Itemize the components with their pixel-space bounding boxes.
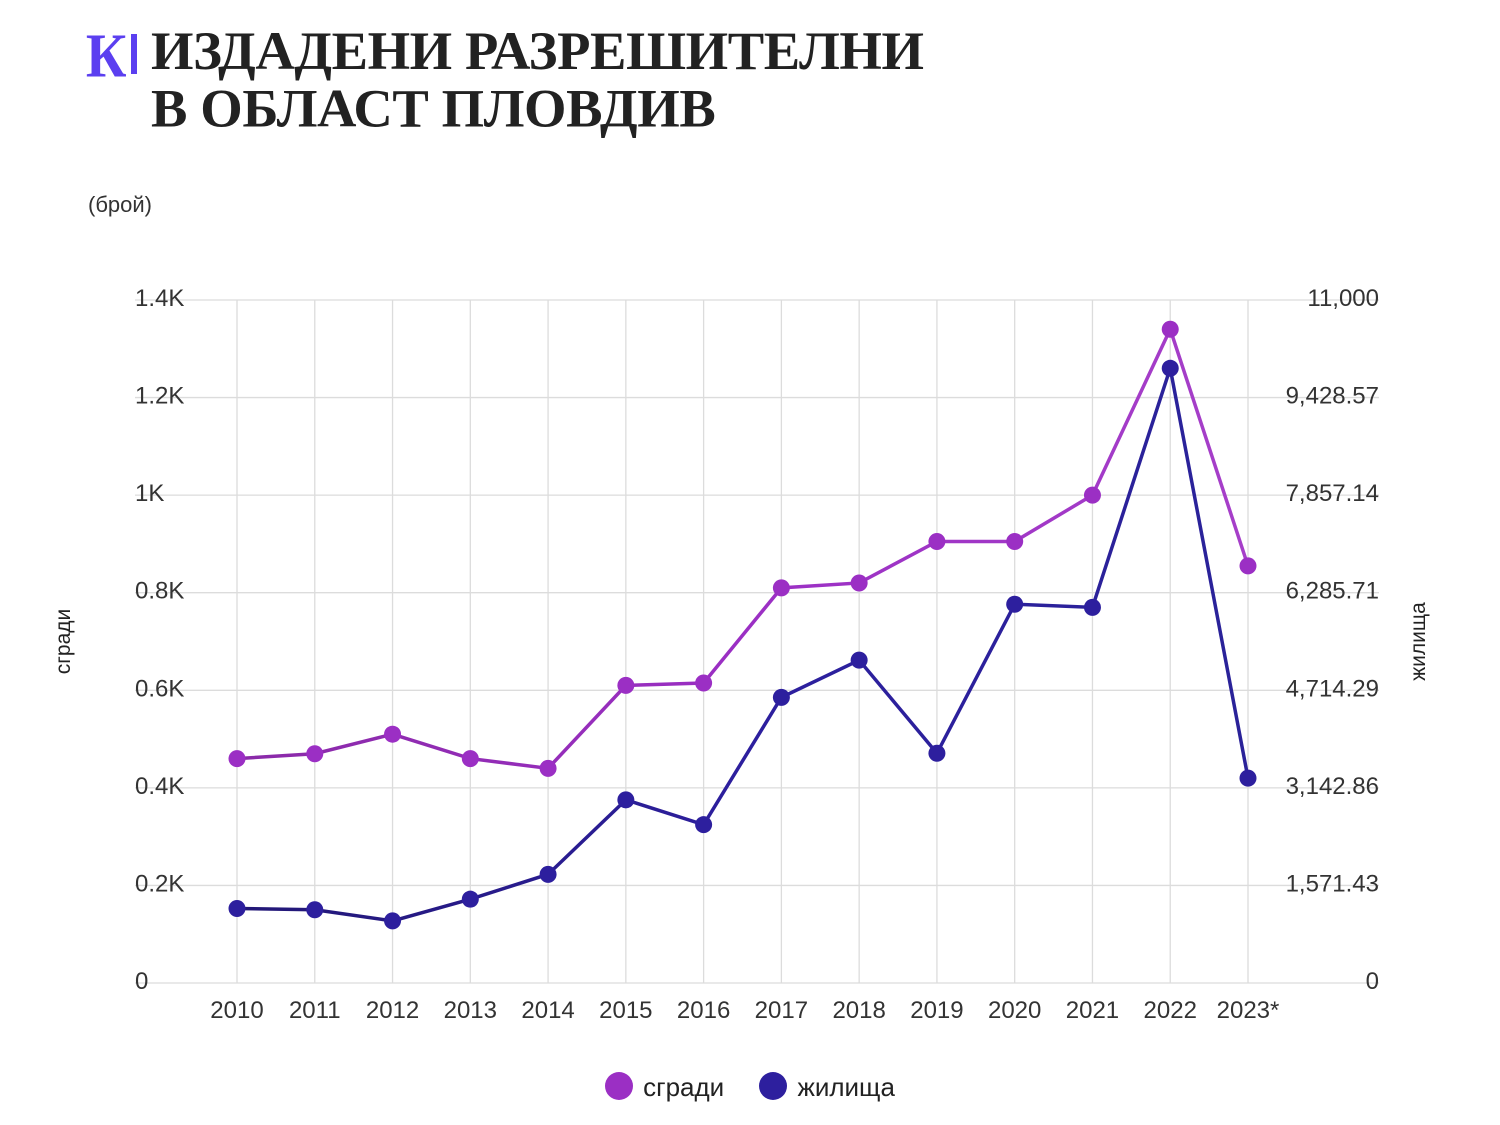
svg-text:0.6K: 0.6K	[135, 675, 184, 702]
svg-text:сгради: сгради	[52, 609, 75, 675]
svg-text:0.4K: 0.4K	[135, 773, 184, 800]
svg-text:2014: 2014	[521, 997, 574, 1024]
svg-text:0: 0	[135, 968, 148, 995]
svg-text:2012: 2012	[366, 997, 419, 1024]
svg-text:0: 0	[1366, 968, 1379, 995]
svg-text:1K: 1K	[135, 480, 164, 507]
svg-text:2021: 2021	[1066, 997, 1119, 1024]
svg-text:2019: 2019	[910, 997, 963, 1024]
svg-text:4,714.29: 4,714.29	[1286, 675, 1379, 702]
svg-text:11,000: 11,000	[1307, 285, 1379, 312]
svg-text:жилища: жилища	[1407, 602, 1430, 681]
svg-text:0.8K: 0.8K	[135, 578, 184, 605]
svg-text:2010: 2010	[210, 997, 263, 1024]
svg-text:2011: 2011	[289, 997, 341, 1024]
svg-text:2018: 2018	[832, 997, 885, 1024]
svg-text:3,142.86: 3,142.86	[1286, 773, 1379, 800]
svg-text:2013: 2013	[444, 997, 497, 1024]
svg-text:0.2K: 0.2K	[135, 870, 184, 897]
svg-text:1.4K: 1.4K	[135, 285, 184, 312]
svg-text:2017: 2017	[755, 997, 808, 1024]
svg-text:6,285.71: 6,285.71	[1286, 578, 1379, 605]
svg-text:9,428.57: 9,428.57	[1286, 383, 1379, 410]
svg-text:2016: 2016	[677, 997, 730, 1024]
svg-text:2023*: 2023*	[1217, 997, 1280, 1024]
svg-text:2015: 2015	[599, 997, 652, 1024]
svg-text:1,571.43: 1,571.43	[1286, 870, 1379, 897]
svg-text:2020: 2020	[988, 997, 1041, 1024]
svg-text:1.2K: 1.2K	[135, 383, 184, 410]
svg-text:2022: 2022	[1144, 997, 1197, 1024]
svg-text:7,857.14: 7,857.14	[1286, 480, 1379, 507]
